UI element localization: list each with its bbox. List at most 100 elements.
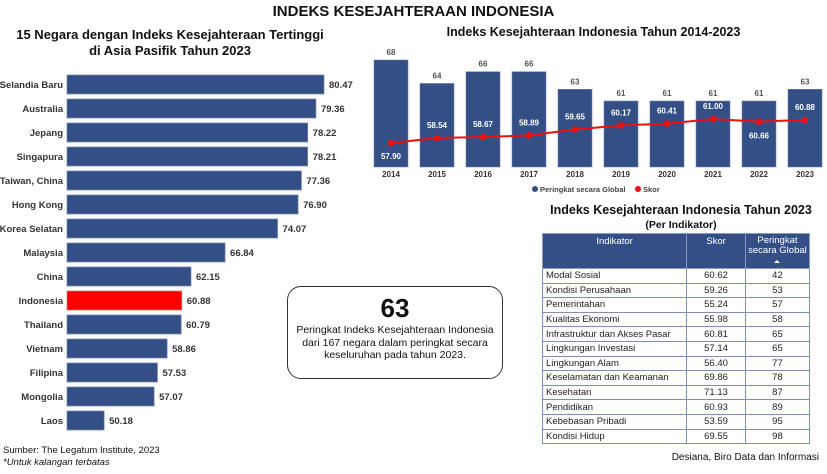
- country-bar: [66, 170, 302, 191]
- country-label: Laos: [41, 416, 63, 427]
- rank-cell: 57: [744, 297, 811, 313]
- table-row: Keselamatan dan Keamanan 69.86 78: [541, 370, 811, 386]
- country-value-label: 58.86: [172, 344, 196, 355]
- score-point: [617, 122, 625, 129]
- note-text: *Untuk kalangan terbatas: [3, 457, 110, 468]
- rank-value-label: 63: [571, 77, 580, 86]
- country-label: China: [37, 272, 64, 283]
- country-label: Thailand: [24, 320, 63, 331]
- score-value-label: 60.88: [795, 103, 816, 112]
- country-value-label: 62.15: [196, 272, 220, 283]
- column-header-skor[interactable]: Skor: [686, 233, 746, 269]
- score-value-label: 58.54: [427, 121, 448, 130]
- country-bar: [66, 410, 105, 431]
- score-point: [479, 133, 487, 141]
- table-body: Modal Sosial 60.62 42 Kondisi Perusahaan 59.…: [541, 268, 811, 445]
- indicator-name-cell: Pemerintahan: [541, 297, 688, 313]
- indicator-name-cell: Pendidikan: [541, 399, 688, 415]
- rank-bar: [465, 71, 501, 168]
- table-row: Kondisi Perusahaan 59.26 53: [541, 282, 811, 299]
- rank-bar: [511, 71, 547, 168]
- source-text: Sumber: The Legatum Institute, 2023: [3, 445, 160, 456]
- country-value-label: 78.22: [313, 128, 337, 139]
- country-bar: [66, 362, 158, 383]
- country-label: Filipina: [30, 368, 64, 379]
- table-row: Modal Sosial 60.62 42: [541, 268, 811, 284]
- indicator-name-cell: Lingkungan Investasi: [541, 340, 688, 357]
- score-cell: 71.13: [686, 384, 746, 401]
- score-cell: 60.62: [686, 268, 746, 284]
- summary-rank: 63: [380, 293, 410, 323]
- country-value-label: 79.36: [321, 104, 345, 115]
- rank-cell: 87: [744, 384, 811, 401]
- score-point: [525, 132, 533, 139]
- year-tick-label: 2023: [796, 170, 814, 179]
- country-chart-title-line2: di Asia Pasifik Tahun 2023: [89, 43, 251, 58]
- country-bar: [66, 146, 308, 167]
- rank-bar: [419, 83, 455, 168]
- rank-cell: 65: [744, 340, 811, 357]
- country-value-label: 50.18: [109, 416, 133, 427]
- summary-box: 63 Peringkat Indeks Kesejahteraan Indone…: [287, 286, 503, 379]
- country-bar: [66, 122, 309, 143]
- rank-cell: 78: [744, 370, 811, 386]
- country-chart-title: 15 Negara dengan Indeks Kesejahteraan Te…: [0, 27, 340, 59]
- score-cell: 69.86: [686, 370, 746, 386]
- table-title: Indeks Kesejahteraan Indonesia Tahun 202…: [550, 203, 812, 217]
- score-value-label: 60.17: [611, 108, 632, 117]
- table-row: Kesehatan 71.13 87: [541, 384, 811, 401]
- indicator-name-cell: Kualitas Ekonomi: [541, 311, 688, 328]
- column-header-peringkat-label: Peringkat secara Global: [748, 235, 807, 256]
- score-value-label: 57.90: [381, 152, 402, 161]
- year-tick-label: 2016: [474, 170, 492, 179]
- score-point: [755, 118, 763, 125]
- country-bar: [66, 98, 317, 119]
- legend-rank-marker: [532, 186, 538, 192]
- table-row: Pemerintahan 55.24 57: [541, 297, 811, 313]
- score-point: [387, 139, 395, 147]
- table-row: Kebebasan Pribadi 53.59 95: [541, 413, 811, 430]
- table-row: Lingkungan Alam 56.40 77: [541, 355, 811, 372]
- rank-bar: [603, 100, 639, 168]
- year-tick-label: 2018: [566, 170, 584, 179]
- table-header-row: Indikator Skor Peringkat secara Global: [541, 233, 811, 269]
- country-bar: [66, 218, 278, 239]
- country-bar: [66, 338, 168, 359]
- year-tick-label: 2015: [428, 170, 446, 179]
- score-cell: 55.24: [686, 297, 746, 313]
- column-header-indikator[interactable]: Indikator: [541, 233, 688, 269]
- rank-value-label: 61: [617, 89, 626, 98]
- country-label: Australia: [22, 104, 63, 115]
- score-value-label: 60.66: [749, 132, 770, 141]
- trend-legend: Peringkat secara Global Skor: [532, 185, 660, 194]
- rank-cell: 98: [744, 428, 811, 445]
- indicator-name-cell: Kebebasan Pribadi: [541, 413, 688, 430]
- score-point: [663, 120, 671, 127]
- trend-bar-chart: 68 2014 64 2015 66 2016 66 2017 63 2018 61 2019 61 20…: [373, 48, 823, 179]
- rank-value-label: 61: [755, 89, 764, 98]
- year-tick-label: 2021: [704, 170, 722, 179]
- score-cell: 60.81: [686, 326, 746, 342]
- rank-bar: [695, 100, 731, 168]
- indicator-name-cell: Kondisi Perusahaan: [541, 282, 688, 299]
- score-cell: 59.26: [686, 282, 746, 299]
- country-label: Malaysia: [23, 248, 63, 259]
- country-bar: [66, 314, 182, 335]
- credit-text: Desiana, Biro Data dan Informasi: [671, 452, 819, 463]
- table-row: Kondisi Hidup 69.55 98: [541, 428, 811, 445]
- indicator-table: Indikator Skor Peringkat secara Global M…: [541, 233, 811, 445]
- country-bar: [66, 266, 192, 287]
- country-bar: [66, 194, 299, 215]
- rank-bar: [741, 100, 777, 168]
- legend-score-marker: [635, 186, 641, 192]
- score-cell: 69.55: [686, 428, 746, 445]
- country-value-label: 80.47: [329, 80, 353, 91]
- score-value-label: 58.67: [473, 120, 494, 129]
- score-point: [571, 126, 579, 133]
- main-title: INDEKS KESEJAHTERAAN INDONESIA: [272, 3, 555, 20]
- table-row: Pendidikan 60.93 89: [541, 399, 811, 415]
- column-header-peringkat[interactable]: Peringkat secara Global: [744, 233, 811, 269]
- trend-chart-title: Indeks Kesejahteraan Indonesia Tahun 201…: [446, 25, 741, 39]
- score-point: [801, 116, 809, 124]
